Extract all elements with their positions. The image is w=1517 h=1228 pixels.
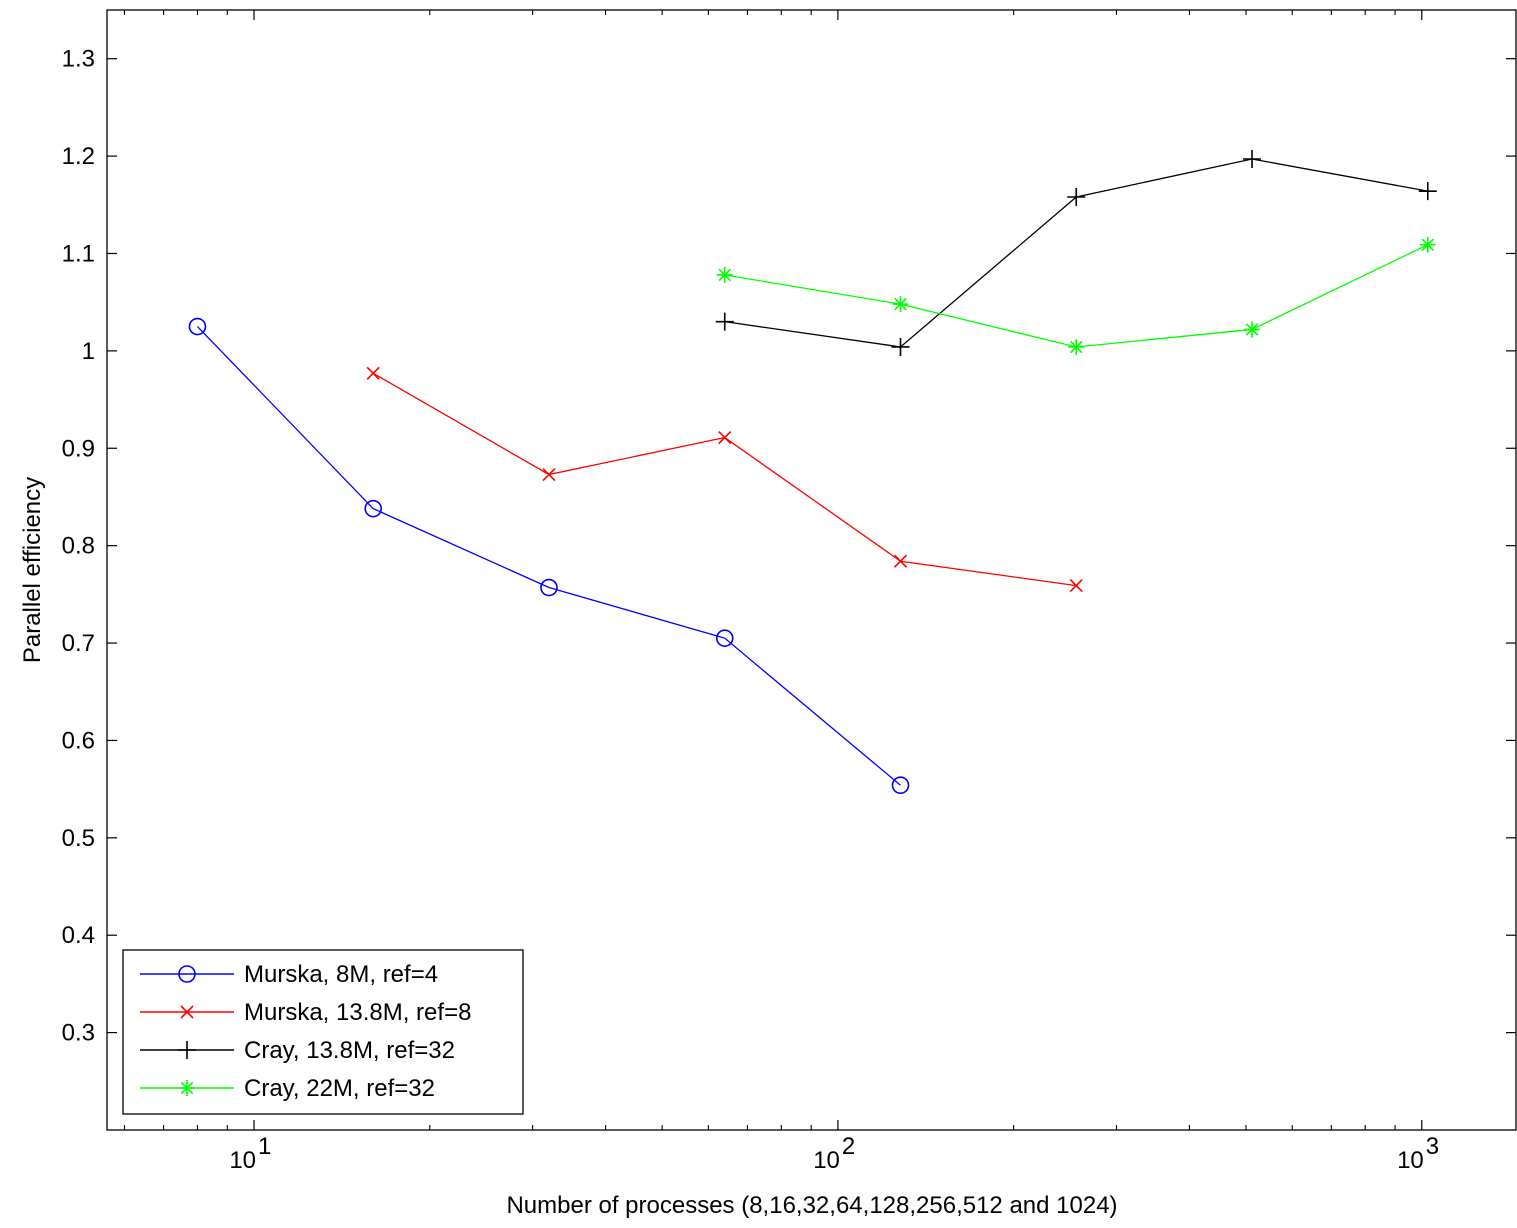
legend-marker [179, 1080, 195, 1096]
data-point [540, 578, 558, 597]
legend-label: Cray, 13.8M, ref=32 [244, 1037, 455, 1064]
legend-label: Cray, 22M, ref=32 [244, 1075, 435, 1102]
x-axis-label: Number of processes (8,16,32,64,128,256,… [506, 1192, 1117, 1219]
data-point [188, 317, 207, 336]
y-tick-label: 0.8 [62, 533, 95, 560]
series-line [196, 326, 901, 786]
legend-item: Cray, 22M, ref=32 [140, 1075, 435, 1102]
data-point [1419, 236, 1436, 253]
legend-label: Murska, 8M, ref=4 [244, 961, 438, 988]
series-layer [188, 150, 1437, 795]
data-point [366, 366, 380, 380]
x-tick-label: 10 [1397, 1147, 1424, 1174]
series-3 [715, 150, 1437, 356]
data-point [364, 499, 383, 518]
legend-item: Cray, 13.8M, ref=32 [140, 1037, 455, 1064]
data-point [1068, 338, 1085, 355]
legend: Murska, 8M, ref=4 Murska, 13.8M, ref=8 Cra… [122, 949, 524, 1115]
data-point [891, 776, 910, 795]
legend-marker [180, 1005, 194, 1019]
legend-marker [178, 1041, 196, 1059]
data-point [892, 296, 909, 313]
data-point [715, 629, 734, 647]
data-point [1067, 187, 1086, 206]
legend-item: Murska, 13.8M, ref=8 [140, 999, 471, 1026]
y-tick-label: 0.9 [62, 435, 95, 462]
data-point [1418, 182, 1437, 201]
legend-box [122, 949, 524, 1115]
y-tick-label: 0.3 [62, 1020, 95, 1047]
x-tick-exponent: 2 [842, 1133, 855, 1160]
y-tick-label: 0.4 [62, 922, 95, 949]
data-point [1243, 150, 1262, 169]
legend-marker [178, 965, 196, 983]
y-tick-label: 1 [82, 338, 95, 365]
data-point [1069, 579, 1083, 593]
y-tick-label: 1.1 [62, 240, 95, 267]
y-tick-label: 1.2 [62, 143, 95, 170]
y-tick-label: 0.6 [62, 727, 95, 754]
y-axis-label: Parallel efficiency [19, 477, 46, 663]
data-point [542, 467, 556, 482]
data-point [718, 430, 732, 445]
data-point [1244, 321, 1261, 338]
plot-frame [106, 9, 1517, 1131]
series-4 [716, 236, 1436, 355]
data-point [716, 266, 733, 283]
legend-item: Murska, 8M, ref=4 [140, 961, 438, 988]
x-tick-label: 10 [813, 1147, 840, 1174]
x-tick-label: 10 [229, 1147, 256, 1174]
data-point [715, 312, 734, 331]
y-tick-label: 1.3 [62, 46, 95, 73]
series-2 [366, 366, 1083, 593]
data-point [891, 337, 910, 356]
legend-label: Murska, 13.8M, ref=8 [244, 999, 471, 1026]
series-1 [188, 317, 910, 795]
data-point [893, 554, 908, 568]
x-tick-exponent: 1 [258, 1133, 271, 1160]
y-tick-label: 0.7 [62, 630, 95, 657]
x-tick-exponent: 3 [1426, 1133, 1439, 1160]
y-tick-label: 0.5 [62, 825, 95, 852]
